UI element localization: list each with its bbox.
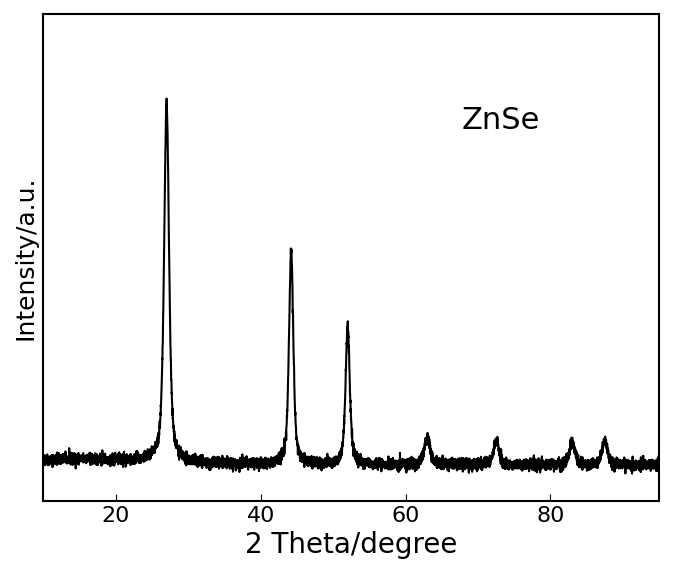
Text: ZnSe: ZnSe bbox=[462, 107, 540, 135]
X-axis label: 2 Theta/degree: 2 Theta/degree bbox=[245, 531, 458, 559]
Y-axis label: Intensity/a.u.: Intensity/a.u. bbox=[14, 175, 38, 340]
